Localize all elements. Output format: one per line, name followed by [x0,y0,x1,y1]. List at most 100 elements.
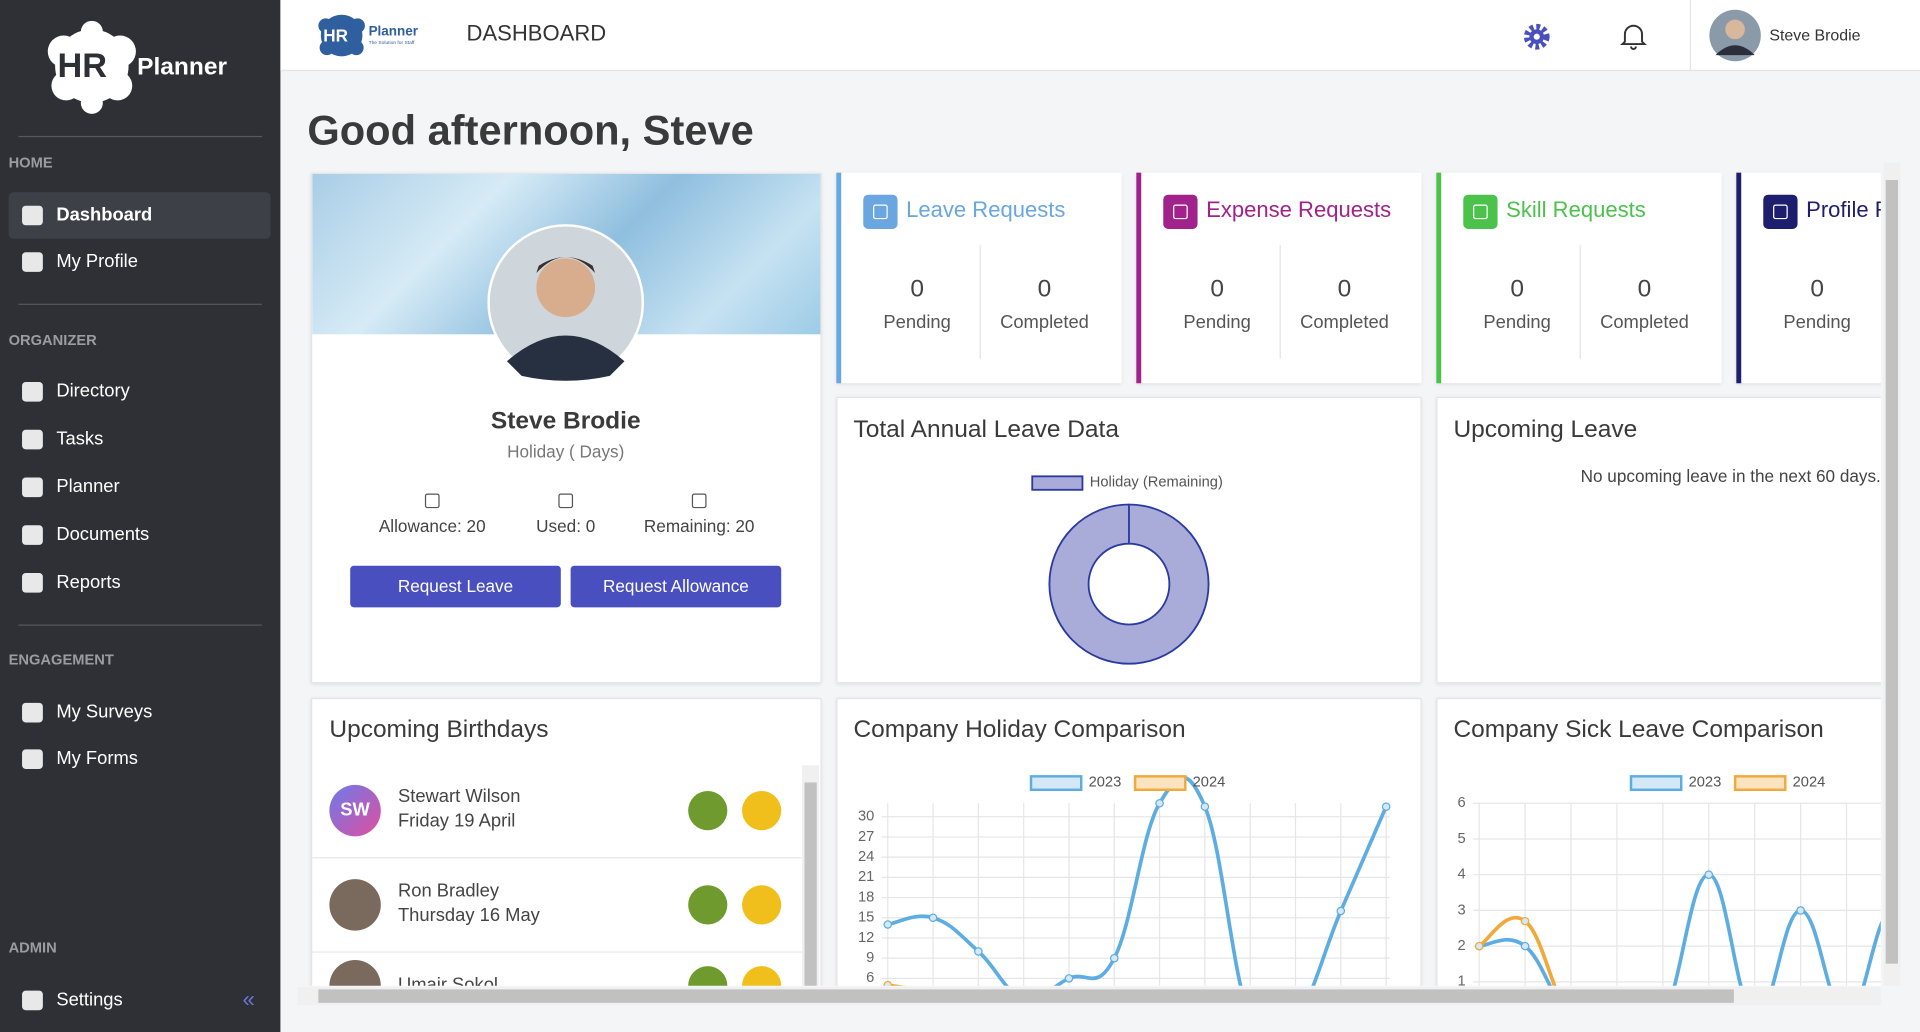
request-count: 0 [1637,275,1652,303]
request-card[interactable] [1736,172,1881,384]
nav-icon [22,252,43,272]
y-tick-label: 2 [1458,938,1466,954]
contact-button[interactable] [742,791,782,831]
horizontal-scrollbar[interactable] [297,986,1881,1006]
scrollbar[interactable] [802,765,820,986]
section-title: ADMIN [8,938,57,957]
request-icon [1463,194,1498,229]
legend-label: 2024 [1793,774,1826,790]
vertical-scrollbar[interactable] [1883,162,1901,986]
data-point [1796,906,1805,915]
nav-item-active[interactable] [8,192,271,239]
y-tick-label: 6 [866,970,874,985]
profile-stat: Remaining: 20 [643,516,755,536]
button[interactable] [350,565,561,608]
request-title: Leave Requests [906,197,1066,222]
topbar: HR Planner The Solution for Staff DASHBO… [280,0,1920,72]
scrollbar-thumb[interactable] [318,989,1734,1003]
nav-item[interactable]: Tasks [56,428,104,450]
nav-item[interactable]: Settings [56,989,123,1011]
scrollbar-thumb[interactable] [1885,180,1898,964]
data-point [1064,974,1074,983]
topbar-logo-name: Planner [368,24,418,40]
nav-item[interactable]: Planner [56,476,120,498]
data-point [1155,798,1164,808]
y-tick-label: 18 [858,889,874,905]
chart-title: Company Sick Leave Comparison [1453,716,1824,744]
request-title: Profile Requests [1806,197,1881,222]
request-count: 0 [910,275,924,303]
y-tick-label: 5 [1458,831,1466,847]
nav-icon [22,573,43,593]
y-tick-label: 30 [858,809,874,825]
data-point [1381,802,1391,811]
request-icon-glyph [1773,204,1788,220]
request-label: Completed [1600,312,1689,334]
email-button[interactable] [688,966,728,986]
request-count: 0 [1810,275,1824,303]
profile-stat: Used: 0 [536,516,596,536]
legend-label: 2023 [1689,774,1722,790]
topbar-logo-text: HR [323,25,349,46]
collapse-button[interactable]: « [242,986,255,1012]
nav-item[interactable]: Dashboard [56,204,153,226]
nav-item[interactable]: Directory [56,380,130,402]
button-label[interactable]: Request Leave [397,576,514,596]
legend-swatch [1029,775,1083,792]
email-button[interactable] [688,885,728,925]
request-count: 0 [1210,275,1224,303]
request-count: 0 [1510,275,1524,303]
person-name: Stewart Wilson [397,786,521,807]
legend-swatch [1133,775,1187,792]
settings-icon[interactable] [1522,22,1551,51]
nav-item[interactable]: My Forms [56,748,138,769]
y-tick-label: 21 [858,869,874,885]
notification-icon[interactable] [1619,21,1648,50]
y-tick-label: 24 [858,849,874,865]
brand-name: Planner [137,53,227,81]
legend-label: 2024 [1193,774,1226,790]
y-tick-label: 9 [866,950,874,966]
sick-chart-card [1436,697,1881,986]
section-title: ORGANIZER [8,331,97,349]
data-point [883,920,893,929]
nav-item[interactable]: My Profile [56,251,138,272]
button-label[interactable]: Request Allowance [603,576,749,596]
profile-subtitle: Holiday ( Days) [507,441,625,462]
divider [18,135,263,138]
user-avatar[interactable] [1708,9,1762,63]
legend-swatch [1733,775,1787,792]
scrollbar-thumb[interactable] [804,782,817,986]
avatar-initials: SW [340,799,370,821]
email-button[interactable] [688,791,728,831]
nav-item[interactable]: Reports [56,571,121,593]
nav-item[interactable]: My Surveys [56,701,153,723]
button[interactable] [570,565,782,608]
nav-icon [22,477,43,498]
line-series [1478,872,1881,986]
contact-button[interactable] [742,966,782,986]
chart-title: Company Holiday Comparison [853,716,1186,744]
user-name[interactable]: Steve Brodie [1769,25,1861,45]
separator [1689,0,1692,70]
content: Steve Brodie Holiday ( Days) Upcoming Le… [298,163,1881,986]
person-name: Umair Sokol [397,974,498,986]
y-tick-label: 6 [1458,795,1466,811]
card-title: Upcoming Leave [1453,416,1638,444]
request-icon [863,194,898,229]
request-title: Skill Requests [1506,197,1646,222]
nav-icon [22,749,43,769]
y-tick-label: 1 [1458,974,1466,986]
contact-button[interactable] [742,885,782,925]
nav-item[interactable]: Documents [56,524,150,545]
request-icon [1763,194,1798,229]
data-point [1704,870,1714,879]
request-label: Pending [883,312,951,334]
request-label: Pending [1183,312,1251,334]
birthdays-card [311,697,822,986]
y-tick-label: 15 [858,910,874,926]
line-series [887,983,905,986]
content-viewport: Steve Brodie Holiday ( Days) Upcoming Le… [298,163,1881,986]
section-title: ENGAGEMENT [8,651,114,669]
page-title: DASHBOARD [466,20,607,46]
